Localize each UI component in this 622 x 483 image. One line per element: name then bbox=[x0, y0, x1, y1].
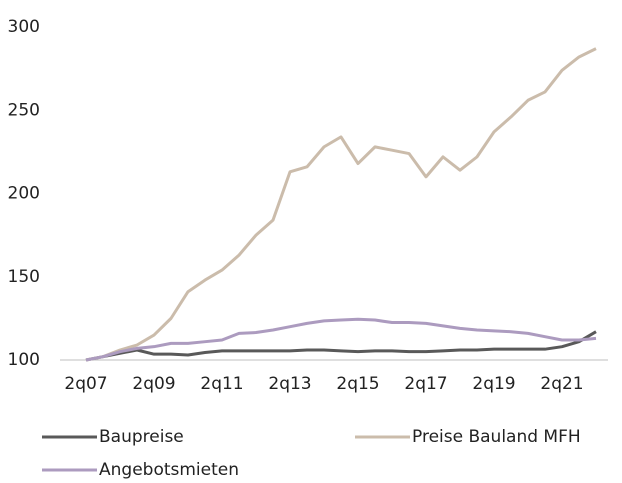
y-tick-label: 250 bbox=[8, 100, 40, 120]
x-tick-label: 2q11 bbox=[200, 374, 243, 394]
series-line bbox=[85, 330, 597, 362]
x-tick-label: 2q07 bbox=[64, 374, 107, 394]
y-tick-label: 200 bbox=[8, 184, 40, 204]
y-tick-label: 300 bbox=[8, 17, 40, 37]
x-tick-label: 2q09 bbox=[132, 374, 175, 394]
x-tick-label: 2q21 bbox=[540, 374, 583, 394]
x-tick-label: 2q19 bbox=[472, 374, 515, 394]
legend-label: Angebotsmieten bbox=[99, 460, 239, 480]
legend-label: Preise Bauland MFH bbox=[412, 427, 581, 447]
series-line bbox=[85, 317, 597, 362]
legend-label: Baupreise bbox=[99, 427, 184, 447]
y-tick-label: 150 bbox=[8, 267, 40, 287]
x-tick-label: 2q13 bbox=[268, 374, 311, 394]
series-line bbox=[85, 47, 597, 362]
x-tick-label: 2q15 bbox=[336, 374, 379, 394]
y-tick-label: 100 bbox=[8, 350, 40, 370]
x-tick-label: 2q17 bbox=[404, 374, 447, 394]
